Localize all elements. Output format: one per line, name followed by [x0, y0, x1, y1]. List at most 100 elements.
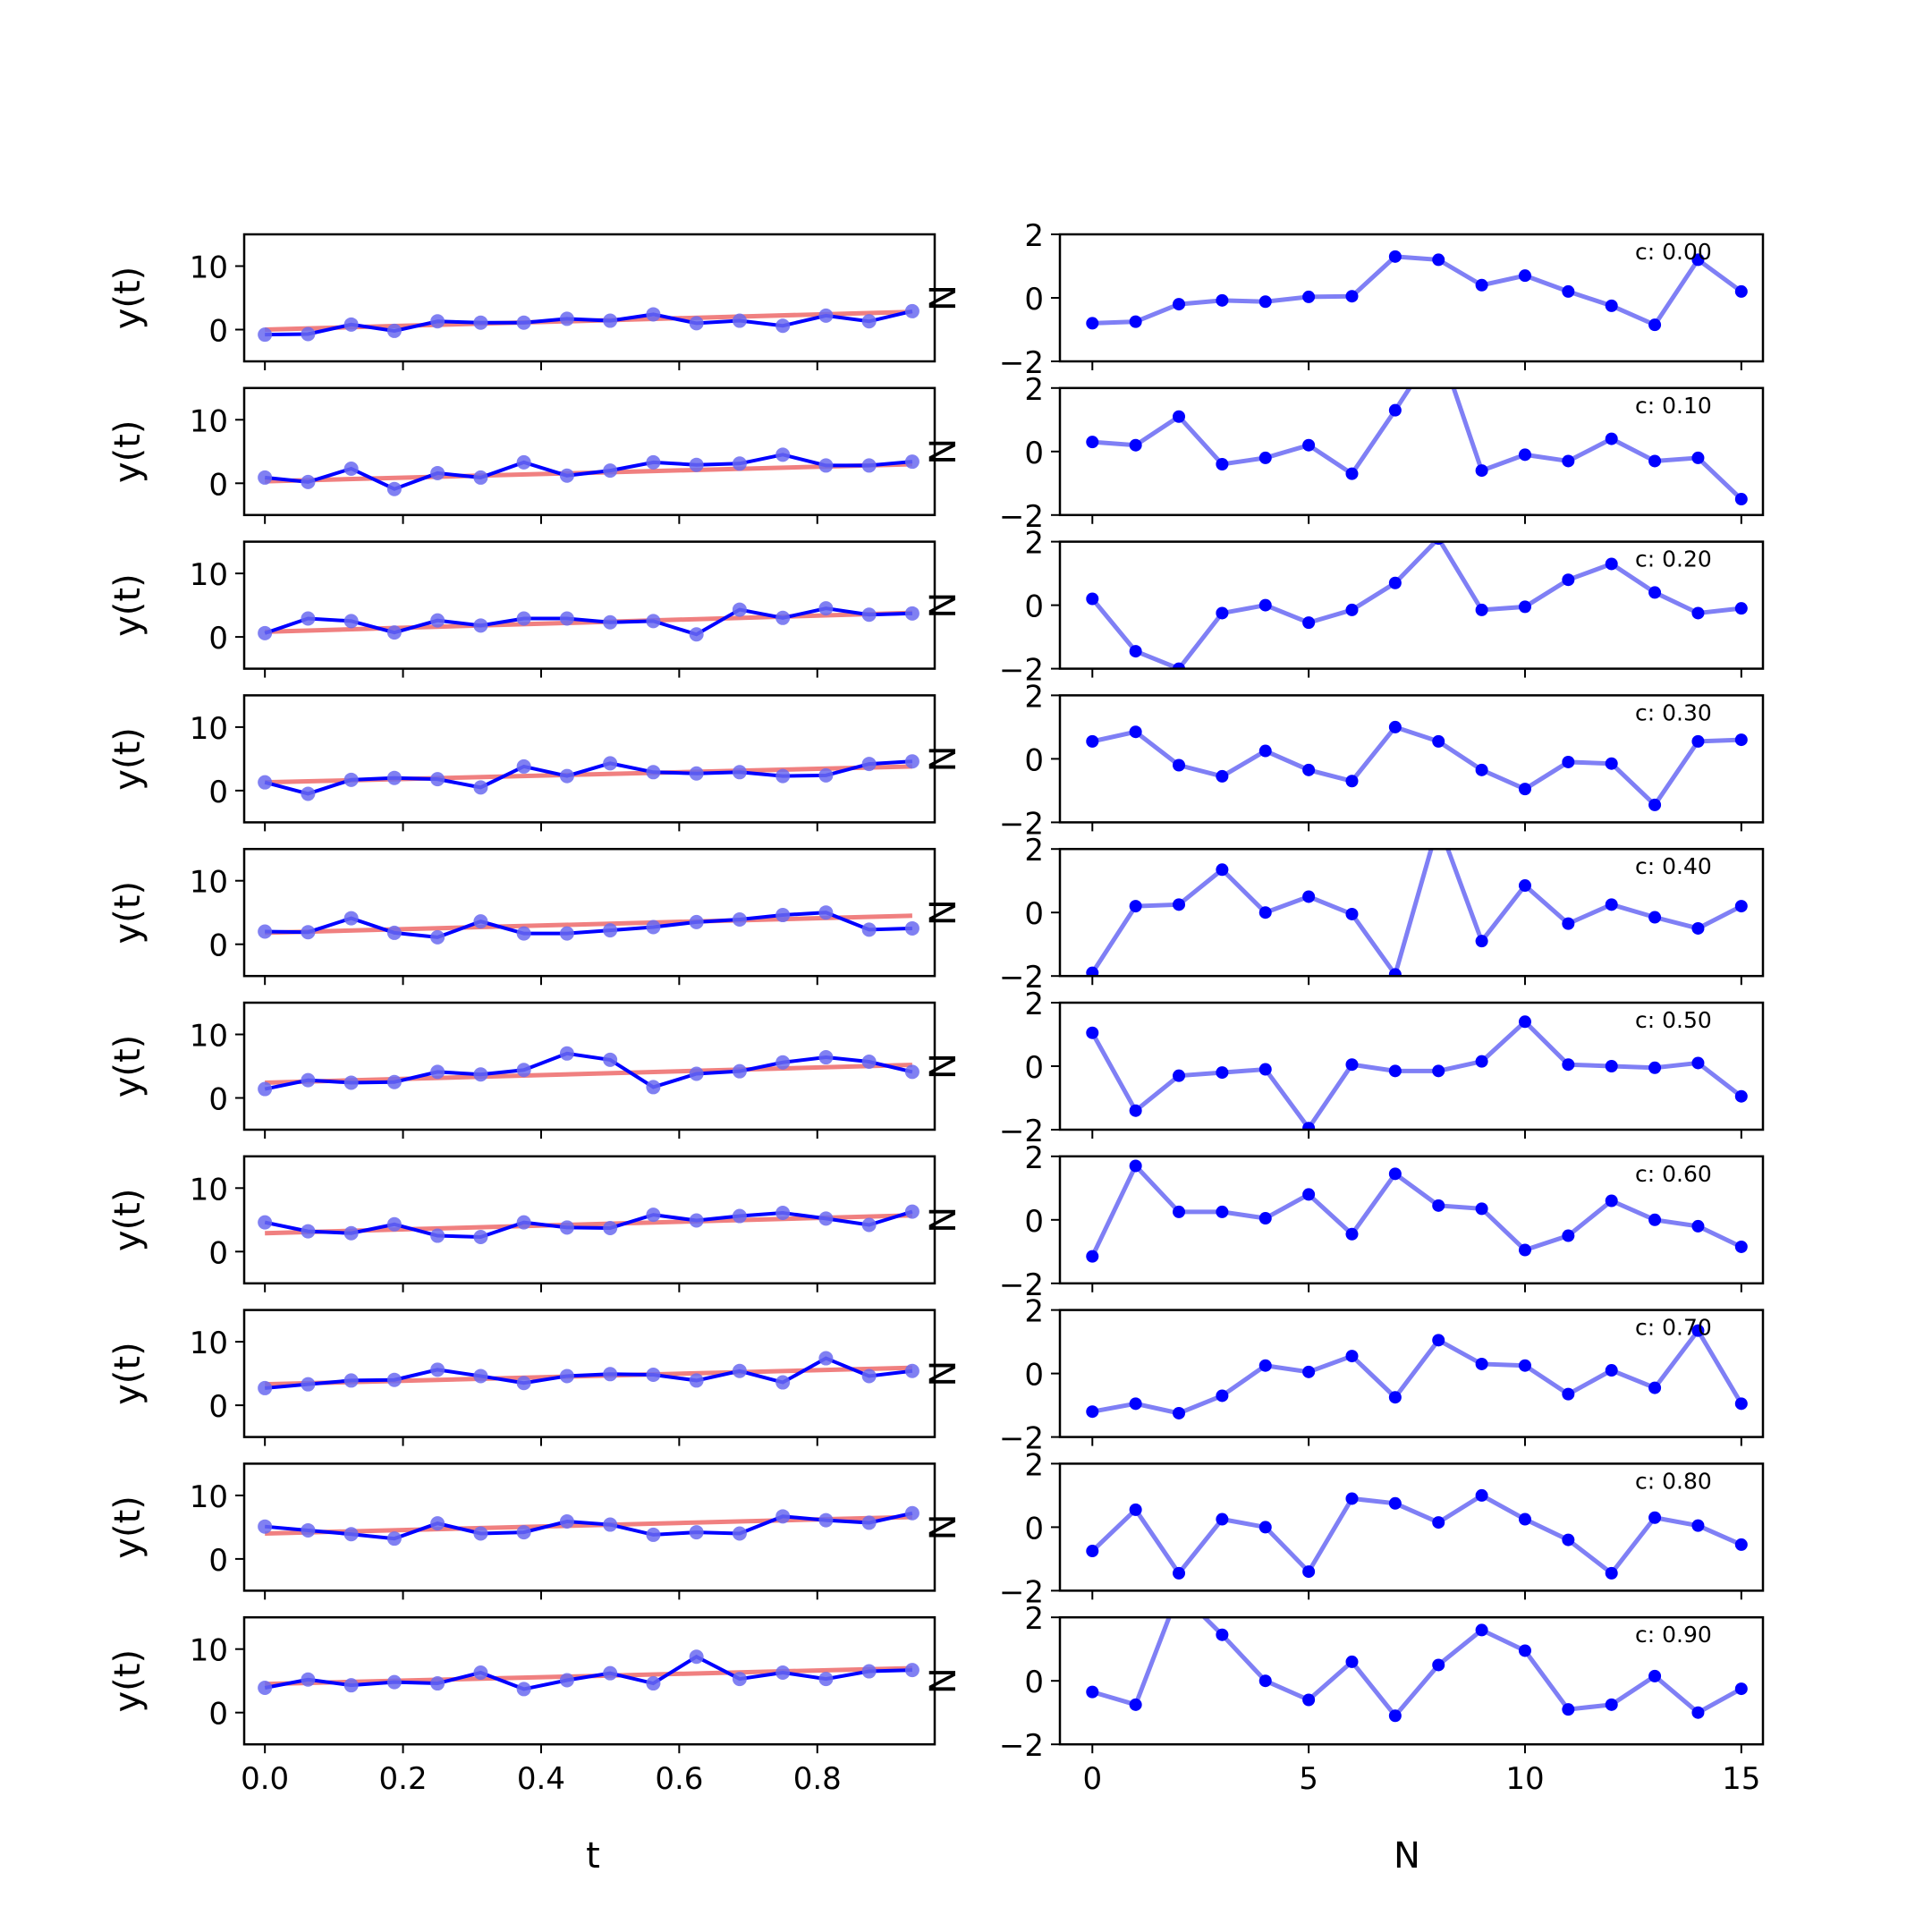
residual-point — [1605, 898, 1618, 911]
residual-point — [1129, 438, 1142, 452]
residual-point — [1302, 890, 1316, 903]
right-y-tick-label: −2 — [999, 653, 1044, 689]
data-point — [258, 924, 273, 939]
data-point — [904, 606, 919, 621]
left-y-axis-label: y(t) — [107, 420, 148, 484]
data-point — [732, 602, 747, 617]
right-y-tick-label: 2 — [1024, 1447, 1044, 1483]
residual-point — [1518, 1359, 1531, 1372]
left-y-tick-label: 10 — [190, 557, 228, 593]
residual-point — [1216, 863, 1229, 877]
left-panel-6: 0 10 y(t) — [107, 1155, 936, 1292]
left-panel-frame — [242, 540, 936, 670]
data-point — [732, 1208, 747, 1224]
data-point — [301, 786, 316, 801]
residual-point — [1129, 315, 1142, 328]
residual-point — [1216, 1205, 1229, 1218]
panel-annotation: c: 0.90 — [1635, 1622, 1712, 1648]
data-point — [516, 454, 531, 470]
residual-point — [1388, 1167, 1402, 1181]
residual-point — [1605, 557, 1618, 571]
right-panel-7: −2 0 2 Nc: 0.70 — [923, 1294, 1765, 1457]
residual-point — [1562, 1387, 1575, 1401]
residual-point — [1258, 598, 1272, 612]
data-point — [559, 768, 574, 784]
right-plot-area — [1086, 720, 1748, 811]
left-y-tick-label: 0 — [208, 1235, 228, 1271]
residual-point — [1691, 451, 1705, 464]
right-y-tick-label: 0 — [1024, 589, 1044, 625]
data-point — [603, 756, 618, 771]
left-x-tick-label: 0.8 — [793, 1761, 842, 1797]
panel-annotation: c: 0.20 — [1635, 547, 1712, 572]
residual-point — [1475, 935, 1488, 948]
residual-point — [1648, 1511, 1662, 1524]
right-panel-frame — [1058, 233, 1765, 363]
residual-point — [1173, 1406, 1186, 1419]
data-point — [646, 1676, 661, 1691]
residual-point — [1345, 603, 1359, 616]
residual-line — [1092, 387, 1743, 501]
left-plot-area — [258, 1351, 919, 1395]
data-point — [732, 1363, 747, 1378]
residual-point — [1432, 734, 1445, 748]
left-panel-4: 0 10 y(t) — [107, 847, 936, 986]
data-point — [516, 1525, 531, 1540]
residual-point — [1129, 645, 1142, 658]
data-line — [265, 309, 913, 337]
residual-point — [1388, 720, 1402, 733]
residual-point — [1388, 968, 1402, 977]
right-plot-area — [1086, 849, 1748, 977]
right-y-tick-label: 2 — [1024, 679, 1044, 715]
left-panel-1: 0 10 y(t) — [107, 386, 936, 524]
data-point — [343, 1075, 359, 1090]
data-point — [818, 1351, 834, 1366]
left-panel-frame — [242, 1462, 936, 1592]
residual-point — [1173, 1566, 1186, 1580]
residual-point — [1432, 1658, 1445, 1672]
data-point — [818, 1672, 834, 1687]
data-point — [775, 1665, 791, 1680]
residual-point — [1518, 879, 1531, 893]
right-y-axis-label: N — [923, 1207, 964, 1233]
right-y-axis-label: N — [923, 1667, 964, 1694]
data-point — [430, 613, 445, 628]
residual-point — [1562, 1533, 1575, 1546]
residual-point — [1734, 284, 1748, 298]
residual-point — [1388, 1496, 1402, 1510]
right-panel-6: −2 0 2 Nc: 0.60 — [923, 1140, 1765, 1303]
residual-point — [1475, 1357, 1488, 1370]
data-point — [430, 1362, 445, 1377]
residual-point — [1518, 1513, 1531, 1526]
data-point — [386, 1674, 402, 1690]
right-y-axis-label: N — [923, 284, 964, 311]
residual-point — [1518, 600, 1531, 614]
residual-point — [1605, 1060, 1618, 1072]
data-point — [343, 1678, 359, 1693]
left-y-tick-label: 0 — [208, 314, 228, 350]
data-point — [559, 1514, 574, 1530]
right-y-axis-label: N — [923, 1360, 964, 1387]
right-y-tick-label: 2 — [1024, 218, 1044, 254]
left-y-axis-label: y(t) — [107, 573, 148, 637]
right-y-axis-label: N — [923, 438, 964, 465]
data-point — [861, 922, 877, 937]
right-panel-4: −2 0 2 Nc: 0.40 — [923, 833, 1765, 996]
data-point — [646, 1368, 661, 1383]
left-plot-area — [258, 447, 919, 496]
residual-point — [1648, 586, 1662, 599]
residual-point — [1173, 298, 1186, 311]
panel-annotation: c: 0.10 — [1635, 393, 1712, 419]
residual-point — [1475, 763, 1488, 776]
residual-point — [1258, 744, 1272, 758]
residual-line — [1091, 1617, 1743, 1720]
right-panel-frame — [1058, 1615, 1765, 1746]
data-point — [603, 1052, 618, 1067]
data-point — [430, 1228, 445, 1243]
data-point — [732, 765, 747, 780]
right-y-tick-label: 2 — [1024, 1140, 1044, 1176]
residual-point — [1648, 1381, 1662, 1394]
data-line — [264, 1511, 913, 1541]
data-line — [264, 606, 912, 637]
